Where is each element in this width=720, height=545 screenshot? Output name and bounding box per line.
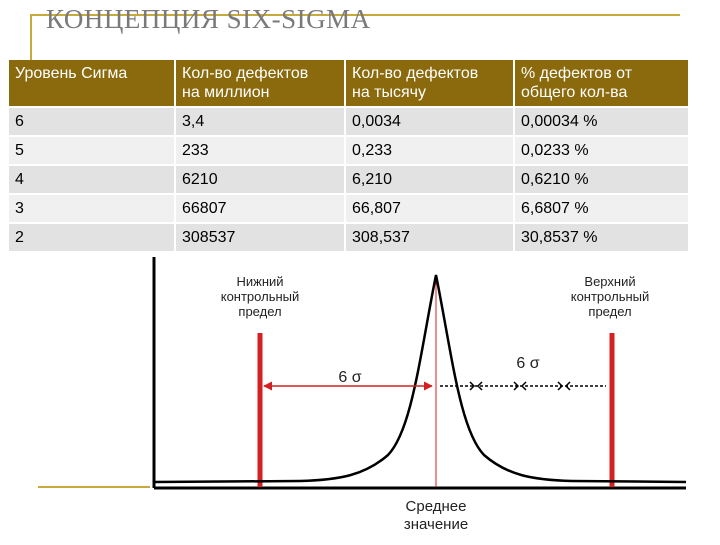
cell-sigma-level: 3 [9,195,174,222]
cell-sigma-level: 5 [9,137,174,164]
cell-percent: 0,6210 % [515,166,688,193]
upper-limit-label-2: контрольный [571,289,650,304]
cell-per-thousand: 6,210 [346,166,513,193]
cell-sigma-level: 2 [9,224,174,251]
cell-per-million: 308537 [176,224,344,251]
cell-percent: 6,6807 % [515,195,688,222]
cell-sigma-level: 4 [9,166,174,193]
lower-limit-label-2: контрольный [221,289,300,304]
upper-limit-label-3: предел [588,304,631,319]
cell-per-thousand: 308,537 [346,224,513,251]
header-defect-percent: % дефектов от общего кол-ва [515,60,688,106]
six-sigma-diagram-svg: Нижний контрольный предел Верхний контро… [152,257,687,533]
left-sigma-label: 6 σ [338,369,361,386]
table-row: 4 6210 6,210 0,6210 % [9,166,688,193]
header-sigma-level: Уровень Сигма [9,60,174,106]
header-defects-per-million: Кол-во дефектов на миллион [176,60,344,106]
cell-per-thousand: 66,807 [346,195,513,222]
decorative-horizontal-line [30,14,680,16]
table-row: 5 233 0,233 0,0233 % [9,137,688,164]
mean-label-2: значение [404,516,468,533]
header-line: Кол-во дефектов [182,65,309,82]
header-line: на миллион [182,84,270,101]
table-row: 2 308537 308,537 30,8537 % [9,224,688,251]
table-header-row: Уровень Сигма Кол-во дефектов на миллион… [9,60,688,106]
right-sigma-label: 6 σ [516,355,539,372]
lower-limit-label-3: предел [238,304,281,319]
cell-percent: 0,0233 % [515,137,688,164]
lower-limit-label-1: Нижний [236,274,283,289]
cell-per-million: 6210 [176,166,344,193]
cell-per-million: 3,4 [176,108,344,135]
cell-per-thousand: 0,0034 [346,108,513,135]
right-sigma-arrowheads [469,381,571,391]
mean-label-1: Среднее [406,498,467,515]
cell-percent: 0,00034 % [515,108,688,135]
cell-per-million: 66807 [176,195,344,222]
header-line: общего кол-ва [521,84,628,101]
header-defects-per-thousand: Кол-во дефектов на тысячу [346,60,513,106]
header-line: % дефектов от [521,65,633,82]
cell-per-thousand: 0,233 [346,137,513,164]
decorative-bottom-line [38,486,150,488]
bell-curve [153,274,687,484]
cell-sigma-level: 6 [9,108,174,135]
header-line: Уровень Сигма [15,65,128,82]
upper-limit-label-1: Верхний [584,274,635,289]
table-row: 3 66807 66,807 6,6807 % [9,195,688,222]
header-line: Кол-во дефектов [352,65,479,82]
six-sigma-diagram: Нижний контрольный предел Верхний контро… [150,255,690,545]
slide-title: КОНЦЕПЦИЯ SIX-SIGMA [46,4,371,34]
cell-per-million: 233 [176,137,344,164]
cell-percent: 30,8537 % [515,224,688,251]
table-row: 6 3,4 0,0034 0,00034 % [9,108,688,135]
header-line: на тысячу [352,84,427,101]
decorative-vertical-line [30,14,32,74]
sigma-table: Уровень Сигма Кол-во дефектов на миллион… [7,58,690,253]
